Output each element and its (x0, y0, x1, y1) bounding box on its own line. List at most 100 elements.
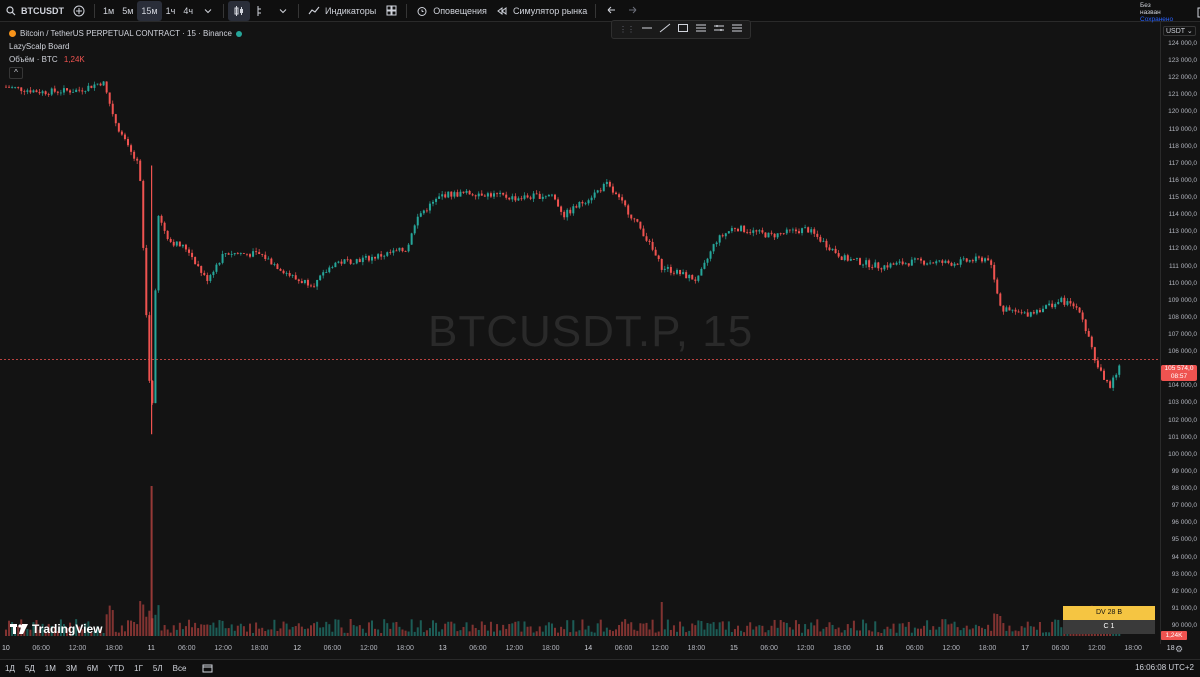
axis-settings-icon[interactable]: ⚙ (1175, 644, 1184, 654)
redo-button[interactable] (622, 1, 644, 21)
candle-body (611, 186, 614, 193)
volume-bar (1057, 619, 1060, 636)
volume-bar (215, 627, 218, 636)
indicator-lazyscalp[interactable]: LazyScalp Board (9, 42, 70, 51)
interval-15m[interactable]: 15м (137, 0, 162, 21)
templates-button[interactable] (380, 1, 402, 21)
candle-body (215, 264, 218, 272)
volume-bar (389, 628, 392, 636)
fib-icon[interactable] (695, 23, 707, 36)
drawing-toolbar: ⋮⋮ (611, 20, 751, 39)
candle-body (718, 235, 721, 243)
time-axis[interactable]: 10 06:00 12:00 18:00 11 06:00 12:00 18:00 12 06:0… (0, 644, 1175, 658)
volume-bar (188, 619, 190, 636)
dv-label: DV 28 B (1063, 606, 1155, 620)
volume-bar (770, 625, 773, 636)
indicators-button[interactable]: Индикаторы (303, 1, 380, 21)
tradingview-logo[interactable]: TradingView (10, 622, 102, 636)
fullscreen-icon[interactable] (1195, 6, 1200, 20)
candle-body (1078, 307, 1081, 313)
interval-5m[interactable]: 5м (122, 5, 134, 16)
volume-bar (313, 623, 316, 636)
volume-bar (737, 625, 739, 636)
range-1m[interactable]: 1М (44, 664, 56, 673)
drag-handle-icon[interactable]: ⋮⋮ (619, 25, 635, 34)
price-tick-label: 120 000,0 (1168, 108, 1197, 116)
clock[interactable]: 16:06:08 UTC+2 (1135, 663, 1194, 672)
candle-body (218, 262, 221, 265)
indicator-volume[interactable]: Объём · BTC 1,24K (9, 53, 242, 66)
candle-body (1093, 347, 1096, 361)
compare-button[interactable] (68, 1, 90, 21)
range-1d[interactable]: 1Д (5, 664, 15, 673)
time-tick-label: 17 (1021, 645, 1029, 652)
range-1y[interactable]: 1Г (134, 664, 143, 673)
volume-bar (916, 628, 919, 636)
interval-1m[interactable]: 1м (103, 5, 115, 16)
candle-body (1099, 367, 1102, 371)
interval-1h[interactable]: 1ч (165, 5, 176, 16)
range-6m[interactable]: 6М (87, 664, 99, 673)
interval-dropdown[interactable] (197, 1, 219, 21)
candle-body (679, 269, 682, 275)
long-position-icon[interactable] (731, 23, 743, 36)
candle-body (511, 196, 514, 200)
layout-name-button[interactable]: Без назван Сохранено (1140, 2, 1173, 23)
range-ytd[interactable]: YTD (108, 664, 125, 673)
candle-body (541, 196, 544, 199)
chevron-down-icon: ⌄ (1186, 28, 1193, 35)
volume-bar (303, 629, 306, 636)
range-5d[interactable]: 5Д (24, 664, 35, 673)
range-3m[interactable]: 3М (65, 664, 77, 673)
chart-type-button[interactable] (228, 0, 251, 21)
candle-body (697, 275, 700, 281)
candle-body (35, 90, 38, 93)
volume-bar (669, 629, 672, 636)
volume-bar (416, 627, 419, 636)
ruler-icon[interactable] (713, 23, 725, 36)
volume-bar (489, 621, 492, 636)
candle-body (852, 259, 855, 260)
volume-bar (139, 601, 142, 636)
volume-bar (127, 620, 129, 636)
bar-style-button[interactable] (250, 1, 272, 21)
volume-bar (590, 631, 593, 636)
volume-bar (465, 622, 468, 636)
horizontal-line-icon[interactable] (641, 23, 653, 36)
candle-body (651, 241, 654, 250)
undo-button[interactable] (600, 1, 622, 21)
candle-body (590, 197, 593, 201)
interval-4h[interactable]: 4ч (183, 5, 194, 16)
candle-body (145, 247, 148, 316)
volume-bar (5, 629, 7, 636)
chart-type-dropdown[interactable] (272, 1, 294, 21)
rectangle-icon[interactable] (677, 23, 689, 36)
candle-body (517, 198, 520, 201)
collapse-legend-button[interactable]: ^ (9, 67, 23, 79)
candle-body (62, 88, 65, 93)
replay-button[interactable]: Симулятор рынка (491, 1, 591, 21)
currency-selector[interactable]: USDT ⌄ (1163, 26, 1196, 36)
time-tick-label: 18:00 (250, 645, 269, 652)
candle-body (608, 181, 611, 187)
volume-bar (367, 622, 370, 636)
time-tick-label: 13 (438, 645, 447, 652)
candle-body (886, 265, 889, 268)
symbol-label: BTCUSDT (21, 5, 64, 16)
volume-bar (758, 625, 761, 636)
legend-title-row[interactable]: Bitcoin / TetherUS PERPETUAL CONTRACT · … (9, 27, 242, 40)
volume-bar (197, 628, 200, 636)
range-5y[interactable]: 5Л (152, 664, 163, 673)
candle-body (413, 225, 416, 234)
volume-bar (868, 630, 871, 636)
symbol-search[interactable]: BTCUSDT (0, 1, 68, 21)
range-all[interactable]: Все (172, 664, 187, 673)
date-range-icon[interactable] (197, 663, 218, 675)
candle-body (618, 194, 621, 198)
volume-bar (78, 626, 81, 636)
bottom-toolbar: 1Д 5Д 1М 3М 6М YTD 1Г 5Л Все 16:06:08 UT… (0, 659, 1200, 677)
trend-line-icon[interactable] (659, 23, 671, 36)
alerts-button[interactable]: Оповещения (411, 1, 491, 21)
candle-body (230, 254, 233, 255)
price-axis[interactable]: USDT ⌄ 124 000,0 123 000,0 122 000,0 121 00… (1160, 22, 1200, 644)
